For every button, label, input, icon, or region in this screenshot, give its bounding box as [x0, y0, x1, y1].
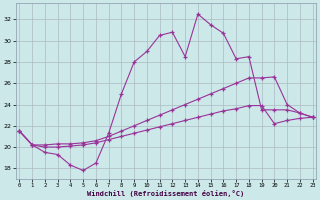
X-axis label: Windchill (Refroidissement éolien,°C): Windchill (Refroidissement éolien,°C) — [87, 190, 245, 197]
